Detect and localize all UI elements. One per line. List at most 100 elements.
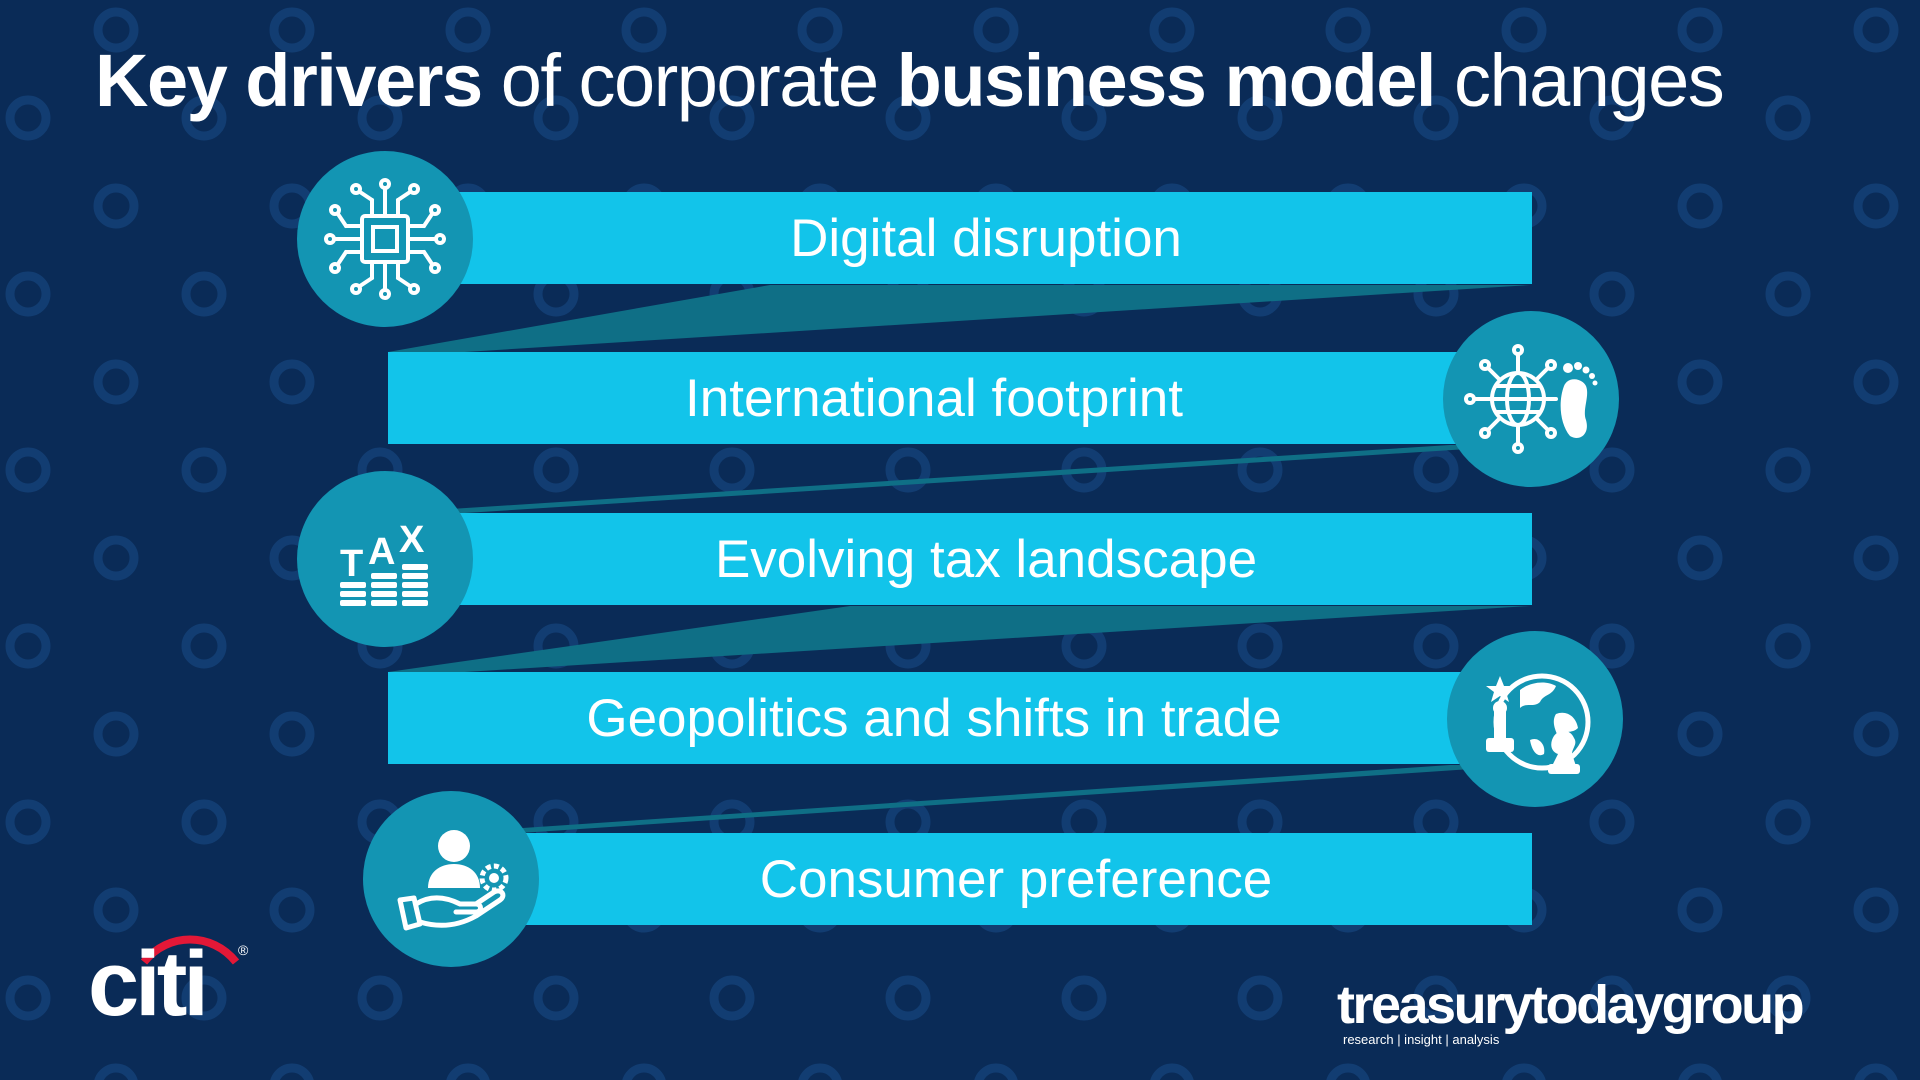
driver-bar-digital-disruption: Digital disruption [440,192,1532,284]
globe-footprint-icon-circle [1443,311,1619,487]
background-ring [181,975,227,1021]
driver-bar-evolving-tax-landscape: Evolving tax landscape [440,513,1532,605]
connector-band-3 [388,606,1530,672]
background-ring [5,799,51,845]
background-ring [1853,359,1899,405]
treasurytodaygroup-logo: treasurytodaygroup research | insight | … [1337,978,1857,1048]
driver-bar-geopolitics-trade: Geopolitics and shifts in trade [388,672,1480,764]
background-ring [973,7,1019,53]
background-ring [94,1063,138,1080]
background-ring [93,183,139,229]
background-ring [1589,975,1635,1021]
background-ring [885,975,931,1021]
connector-band-4 [450,765,1530,833]
background-ring [797,7,843,53]
background-ring [93,7,139,53]
background-ring [269,7,315,53]
background-ring [709,975,755,1021]
background-ring [1589,271,1635,317]
background-ring [181,95,227,141]
svg-text:T: T [340,543,363,585]
tax-coins-icon: T A X [340,519,428,606]
treasurytodaygroup-wordmark: treasurytodaygroup [1337,975,1805,1035]
background-ring [1237,447,1283,493]
background-ring [1237,975,1283,1021]
background-ring [621,7,667,53]
svg-text:A: A [368,531,395,573]
microchip-icon-circle [297,151,473,327]
background-ring [1413,95,1459,141]
background-ring [1413,623,1459,669]
background-ring [885,447,931,493]
background-ring [269,887,315,933]
globe-chess-icon [1486,673,1591,774]
background-ring [1765,447,1811,493]
background-ring [1853,183,1899,229]
background-ring [93,359,139,405]
background-ring [1765,271,1811,317]
background-ring [1853,711,1899,757]
background-ring [1677,183,1723,229]
svg-text:X: X [399,519,425,561]
background-ring [357,95,403,141]
background-ring [533,95,579,141]
background-ring [1413,975,1459,1021]
background-ring [1765,623,1811,669]
background-ring [1061,975,1107,1021]
background-ring [445,7,491,53]
background-ring [1061,95,1107,141]
background-ring [181,799,227,845]
background-ring [1677,535,1723,581]
background-ring [1237,95,1283,141]
background-ring [1589,623,1635,669]
background-ring [1501,7,1547,53]
background-ring [269,711,315,757]
treasurytodaygroup-tagline: research | insight | analysis [1343,1032,1500,1047]
microchip-icon [324,178,446,300]
citi-logo: citi ® [88,930,258,1030]
background-ring [1765,975,1811,1021]
background-ring [181,623,227,669]
background-ring [181,447,227,493]
background-ring [5,95,51,141]
background-ring [269,359,315,405]
background-ring [1853,887,1899,933]
background-ring [1853,535,1899,581]
background-ring [533,447,579,493]
background-ring [1589,95,1635,141]
background-ring [533,975,579,1021]
background-ring [1237,623,1283,669]
background-ring [1854,1063,1898,1080]
background-ring [1149,7,1195,53]
background-ring [1677,711,1723,757]
background-ring [270,1063,314,1080]
background-ring [1413,447,1459,493]
background-ring [1765,95,1811,141]
background-ring [5,623,51,669]
background-ring [5,447,51,493]
driver-bar-consumer-preference: Consumer preference [500,833,1532,925]
background-ring [181,271,227,317]
citi-arc-icon [140,935,240,965]
background-ring [1853,7,1899,53]
background-ring [446,1063,490,1080]
background-ring [622,1063,666,1080]
hand-person-gear-icon-circle [363,791,539,967]
background-ring [709,95,755,141]
background-ring [709,447,755,493]
background-ring [93,535,139,581]
tax-coins-icon-circle: T A X [297,471,473,647]
background-ring [974,1063,1018,1080]
background-ring [798,1063,842,1080]
globe-footprint-icon [1464,344,1598,454]
background-ring [1502,1063,1546,1080]
background-ring [885,95,931,141]
background-ring [1677,7,1723,53]
background-ring [1150,1063,1194,1080]
background-ring [93,887,139,933]
page-title: Key drivers of corporate business model … [95,39,1725,122]
background-ring [5,975,51,1021]
background-ring [1677,887,1723,933]
background-ring [1589,799,1635,845]
